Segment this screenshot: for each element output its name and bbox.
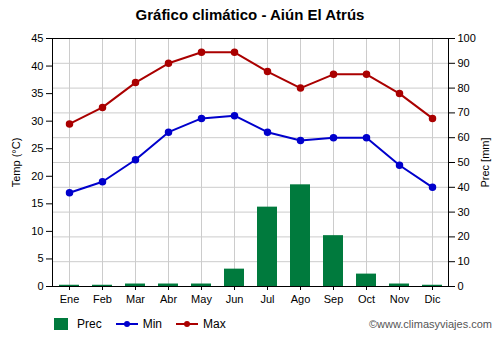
- html-text:Max: Max: [203, 317, 226, 331]
- html-text:©www.climasyviajes.com: ©www.climasyviajes.com: [369, 318, 492, 330]
- html-text:Prec: Prec: [77, 317, 102, 331]
- svg-text:70: 70: [458, 106, 470, 118]
- svg-text:90: 90: [458, 57, 470, 69]
- svg-text:Jul: Jul: [260, 293, 274, 305]
- svg-text:10: 10: [458, 255, 470, 267]
- svg-text:60: 60: [458, 131, 470, 143]
- svg-text:Dic: Dic: [425, 293, 441, 305]
- svg-text:Mar: Mar: [126, 293, 145, 305]
- html-text:Min: Min: [142, 317, 162, 331]
- svg-text:100: 100: [458, 32, 476, 44]
- svg-text:50: 50: [458, 156, 470, 168]
- svg-text:15: 15: [31, 197, 43, 209]
- svg-text:Oct: Oct: [358, 293, 375, 305]
- svg-text:Sep: Sep: [324, 293, 344, 305]
- svg-text:40: 40: [458, 181, 470, 193]
- svg-text:30: 30: [31, 115, 43, 127]
- svg-text:20: 20: [31, 170, 43, 182]
- svg-text:Feb: Feb: [93, 293, 112, 305]
- svg-text:45: 45: [31, 32, 43, 44]
- svg-text:Jun: Jun: [226, 293, 244, 305]
- svg-text:0: 0: [37, 280, 43, 292]
- svg-text:Abr: Abr: [160, 293, 177, 305]
- svg-text:30: 30: [458, 206, 470, 218]
- svg-text:Nov: Nov: [390, 293, 410, 305]
- svg-text:Ene: Ene: [60, 293, 80, 305]
- svg-text:80: 80: [458, 82, 470, 94]
- html-text:Gráfico climático - Aiún El At: Gráfico climático - Aiún El Atrús: [135, 6, 365, 23]
- svg-text:5: 5: [37, 252, 43, 264]
- svg-text:20: 20: [458, 230, 470, 242]
- svg-text:40: 40: [31, 60, 43, 72]
- svg-text:0: 0: [458, 280, 464, 292]
- svg-text:25: 25: [31, 142, 43, 154]
- svg-text:Temp (°C): Temp (°C): [10, 138, 22, 188]
- svg-text:Ago: Ago: [291, 293, 311, 305]
- svg-text:May: May: [191, 293, 212, 305]
- svg-text:10: 10: [31, 225, 43, 237]
- svg-text:35: 35: [31, 87, 43, 99]
- svg-text:Prec [mm]: Prec [mm]: [479, 137, 491, 187]
